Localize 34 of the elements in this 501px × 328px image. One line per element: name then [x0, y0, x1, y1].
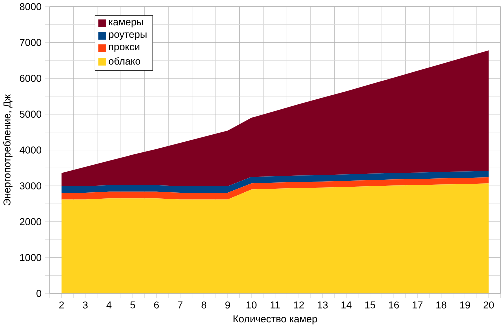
legend-label: прокси: [109, 45, 140, 53]
x-tick-label: 14: [342, 302, 352, 309]
y-tick-label: 0: [36, 290, 42, 298]
y-tick-label: 2000: [20, 218, 42, 226]
x-tick-label: 17: [412, 302, 423, 309]
x-tick-label: 5: [130, 302, 136, 309]
x-tick-label: 12: [294, 302, 304, 309]
y-tick-label: 4000: [20, 146, 42, 154]
x-tick-label: 3: [83, 302, 88, 309]
x-tick-label: 10: [246, 302, 257, 309]
x-tick-label: 15: [365, 302, 376, 309]
y-tick-label: 5000: [20, 110, 42, 118]
y-axis-title: Энергопотребление, Дж: [3, 94, 13, 206]
x-tick-label: 13: [318, 302, 328, 309]
y-tick-label: 6000: [20, 75, 42, 82]
x-tick-label: 20: [484, 302, 494, 309]
y-tick-label: 1000: [20, 254, 42, 262]
x-tick-label: 16: [389, 302, 400, 309]
y-tick-label: 7000: [20, 39, 42, 46]
y-tick-label: 8000: [20, 3, 42, 10]
x-tick-label: 6: [154, 302, 160, 309]
x-tick-label: 18: [436, 302, 447, 309]
x-tick-label: 8: [202, 302, 207, 309]
x-tick-label: 7: [178, 302, 183, 309]
y-tick-label: 3000: [20, 182, 42, 190]
legend-label: роутеры: [109, 32, 147, 40]
x-tick-label: 19: [460, 302, 470, 309]
legend-label: камеры: [109, 20, 144, 28]
x-tick-label: 11: [270, 302, 280, 309]
x-tick-label: 2: [60, 302, 64, 309]
x-axis-title: Количество камер: [234, 316, 318, 325]
x-tick-label: 9: [226, 302, 230, 309]
x-tick-label: 4: [106, 302, 112, 309]
legend-label: облако: [109, 58, 140, 65]
